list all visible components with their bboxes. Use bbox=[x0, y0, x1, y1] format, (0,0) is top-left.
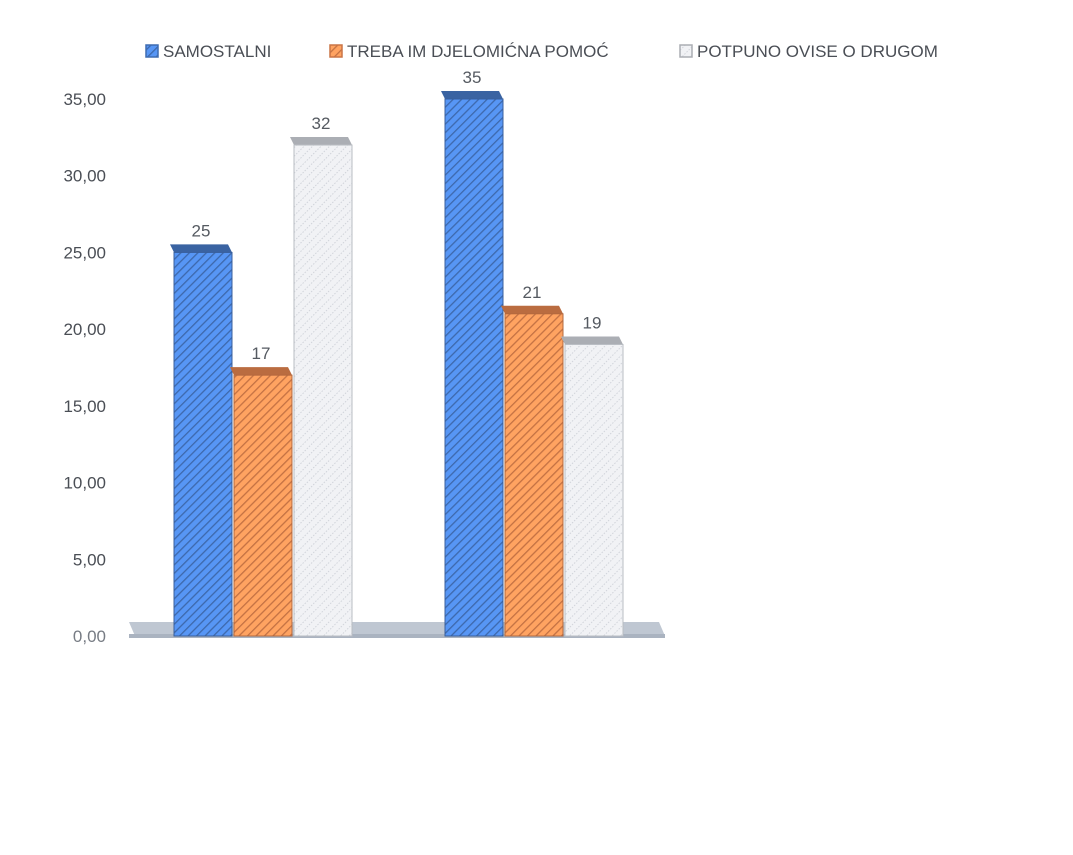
bar bbox=[290, 137, 353, 637]
legend-swatch bbox=[679, 44, 693, 58]
legend-swatch bbox=[329, 44, 343, 58]
y-tick-label: 20,00 bbox=[63, 320, 106, 339]
bar-data-label: 25 bbox=[192, 221, 211, 240]
bar-data-label: 32 bbox=[312, 114, 331, 133]
bar-face bbox=[293, 144, 353, 637]
y-tick-label: 15,00 bbox=[63, 397, 106, 416]
bar-face bbox=[564, 343, 624, 637]
bar-top bbox=[501, 305, 563, 314]
bar-data-label: 19 bbox=[583, 313, 602, 332]
data-labels: 25 35 17 21 32 19 bbox=[192, 68, 602, 363]
legend: SAMOSTALNI TREBA IM DJELOMIĆNA POMOĆ POTPU… bbox=[145, 42, 938, 61]
bar bbox=[230, 367, 293, 637]
legend-item: SAMOSTALNI bbox=[145, 42, 271, 61]
bar-top bbox=[441, 91, 503, 99]
bar bbox=[501, 305, 564, 637]
bar-top bbox=[170, 244, 232, 253]
bar-top bbox=[561, 336, 623, 345]
bar-data-label: 35 bbox=[463, 68, 482, 87]
bar-face bbox=[173, 251, 233, 637]
bars bbox=[170, 91, 624, 637]
y-axis: 0,00 5,00 10,00 15,00 20,00 25,00 30,00 35,00 bbox=[63, 90, 106, 646]
y-tick-label: 0,00 bbox=[73, 627, 106, 646]
y-tick-label: 25,00 bbox=[63, 243, 106, 262]
bar bbox=[170, 244, 233, 637]
y-tick-label: 5,00 bbox=[73, 550, 106, 569]
bar-data-label: 21 bbox=[523, 283, 542, 302]
legend-label: TREBA IM DJELOMIĆNA POMOĆ bbox=[347, 42, 609, 61]
bar-face bbox=[233, 374, 293, 637]
y-tick-label: 35,00 bbox=[63, 90, 106, 109]
bar-top bbox=[290, 137, 352, 146]
legend-label: SAMOSTALNI bbox=[163, 42, 271, 61]
bar-data-label: 17 bbox=[252, 344, 271, 363]
legend-item: TREBA IM DJELOMIĆNA POMOĆ bbox=[329, 42, 609, 61]
y-tick-label: 30,00 bbox=[63, 167, 106, 186]
legend-item: POTPUNO OVISE O DRUGOM bbox=[679, 42, 938, 61]
legend-swatch bbox=[145, 44, 159, 58]
y-tick-label: 10,00 bbox=[63, 474, 106, 493]
legend-label: POTPUNO OVISE O DRUGOM bbox=[697, 42, 938, 61]
bar-face bbox=[444, 98, 504, 637]
bar-face bbox=[504, 313, 564, 637]
bar bbox=[441, 91, 504, 637]
chart-floor-edge bbox=[129, 634, 665, 638]
bar bbox=[561, 336, 624, 637]
bar-top bbox=[230, 367, 292, 376]
